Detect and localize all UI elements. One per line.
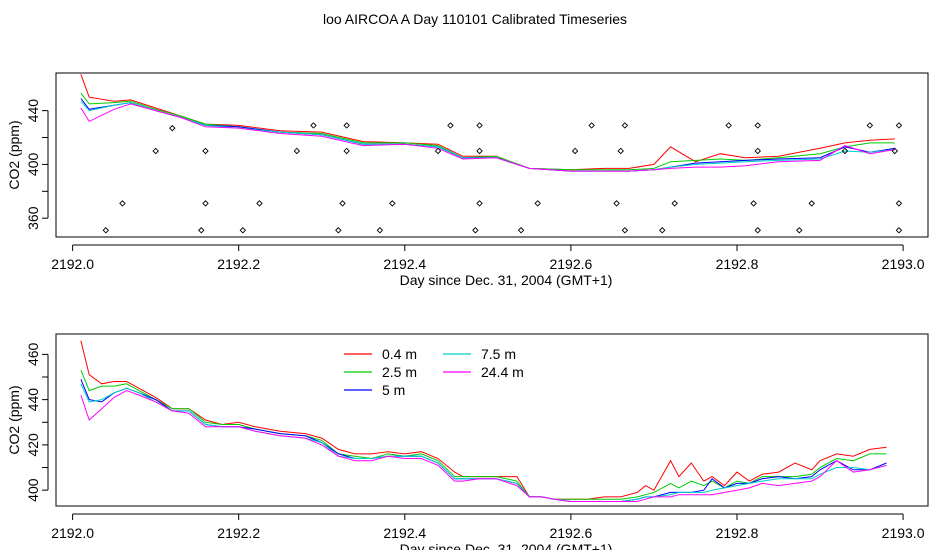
marker-point [472,227,479,234]
plot-frame [55,72,929,238]
marker-point [796,227,803,234]
legend-label: 24.4 m [481,364,524,380]
marker-point [754,227,761,234]
series-line-0-4m [80,340,887,500]
marker-point [866,122,874,129]
x-tick-label: 2192.6 [549,525,592,541]
series-line-7-5m [80,100,895,172]
page-title: loo AIRCOA A Day 110101 Calibrated Times… [322,11,627,27]
marker-point [476,147,483,155]
marker-point [750,200,757,207]
marker-point [239,227,247,234]
legend-label: 5 m [382,382,405,398]
marker-point [588,122,595,129]
marker-point [198,227,205,234]
legend-label: 7.5 m [481,346,516,362]
y-tick-label: 440 [25,388,41,412]
y-tick-label: 460 [25,342,41,366]
x-axis-label: Day since Dec. 31, 2004 (GMT+1) [400,272,613,288]
marker-point [754,147,761,155]
series-line-7-5m [80,383,887,502]
marker-point [102,227,110,234]
marker-point [895,122,903,129]
marker-point [725,122,732,129]
x-tick-label: 2192.4 [383,256,426,272]
x-tick-label: 2192.2 [217,525,260,541]
marker-point [517,227,525,234]
x-tick-label: 2192.8 [716,525,759,541]
y-axis-label: CO2 (ppm) [6,385,22,454]
x-tick-label: 2192.8 [716,256,759,272]
marker-point [376,227,384,234]
series-line-2-5m [80,370,887,500]
marker-point [152,147,159,155]
marker-point [119,200,126,207]
x-tick-label: 2192.0 [51,256,94,272]
legend-label: 0.4 m [382,346,417,362]
y-tick-label: 400 [25,153,41,177]
x-tick-label: 2193.0 [882,525,925,541]
y-axis-label: CO2 (ppm) [6,120,22,189]
marker-point [310,122,317,129]
legend-label: 2.5 m [382,364,417,380]
marker-point [534,200,541,207]
series-line-0-4m [80,74,895,171]
marker-point [754,122,761,129]
marker-point [343,147,350,155]
x-tick-label: 2193.0 [882,256,925,272]
series-line-24-4m [80,103,895,172]
marker-point [293,147,301,155]
marker-point [202,147,209,155]
x-tick-label: 2192.4 [383,525,426,541]
x-tick-label: 2192.6 [549,256,592,272]
marker-point [256,200,263,207]
series-line-5m [80,379,887,502]
marker-point [343,122,350,129]
marker-point [476,122,483,129]
y-tick-label: 360 [25,206,41,230]
marker-point [202,200,209,207]
marker-point [447,122,454,129]
marker-point [169,124,176,132]
marker-point [339,200,346,207]
marker-point [617,147,624,155]
marker-point [671,200,678,207]
marker-point [389,200,396,207]
marker-point [895,227,903,234]
marker-point [335,227,342,234]
marker-point [659,227,666,234]
marker-point [434,147,442,155]
marker-point [621,227,629,234]
marker-point [613,200,620,207]
series-line-24-4m [80,390,887,502]
plot-frame [55,333,929,507]
y-tick-label: 400 [25,478,41,502]
marker-point [841,147,849,155]
marker-point [895,200,903,207]
x-axis-label: Day since Dec. 31, 2004 (GMT+1) [400,541,613,550]
x-tick-label: 2192.2 [217,256,260,272]
x-tick-label: 2192.0 [51,525,94,541]
marker-point [808,200,815,207]
marker-point [621,122,629,129]
y-tick-label: 440 [25,99,41,123]
marker-point [571,147,579,155]
marker-point [476,200,483,207]
y-tick-label: 420 [25,433,41,457]
marker-point [891,147,899,155]
